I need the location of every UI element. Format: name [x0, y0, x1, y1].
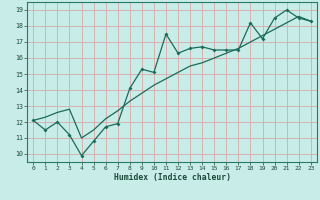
X-axis label: Humidex (Indice chaleur): Humidex (Indice chaleur) [114, 173, 230, 182]
